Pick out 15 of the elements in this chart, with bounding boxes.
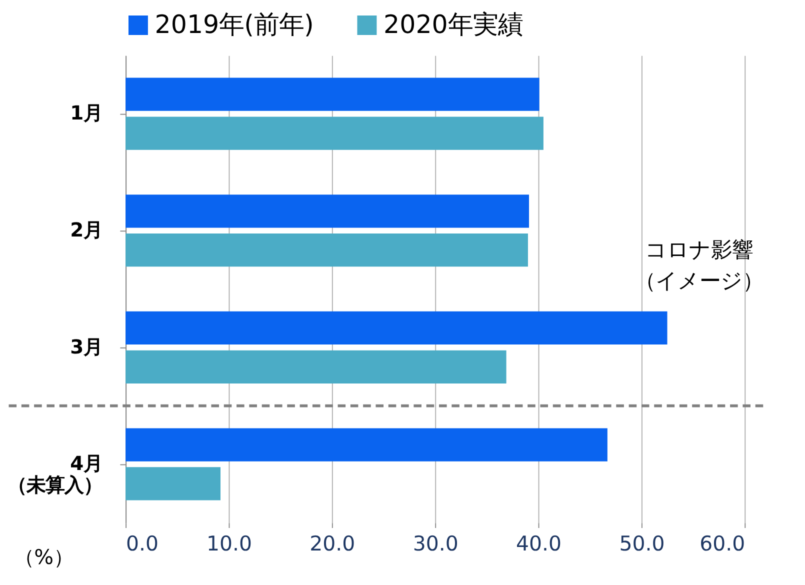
y-tick-label: 1月 [70,102,103,125]
y-tick-label: 3月 [70,335,103,358]
annotation: コロナ影響（イメージ） [634,238,764,294]
x-tick-label: 40.0 [516,531,562,556]
legend-label: 2020年実績 [384,10,523,40]
x-tick-label: 0.0 [126,531,159,556]
y-tick-label: 4月（未算入） [8,452,103,496]
y-tick-label: 2月 [70,218,103,242]
x-tick-label: 50.0 [619,531,665,556]
x-tick-label: 10.0 [206,531,252,556]
x-axis-title: （%） [14,545,74,570]
x-tick-label: 60.0 [700,531,746,556]
legend-label: 2019年(前年) [154,10,314,40]
x-tick-label: 30.0 [412,531,458,556]
x-tick-label: 20.0 [310,531,356,556]
